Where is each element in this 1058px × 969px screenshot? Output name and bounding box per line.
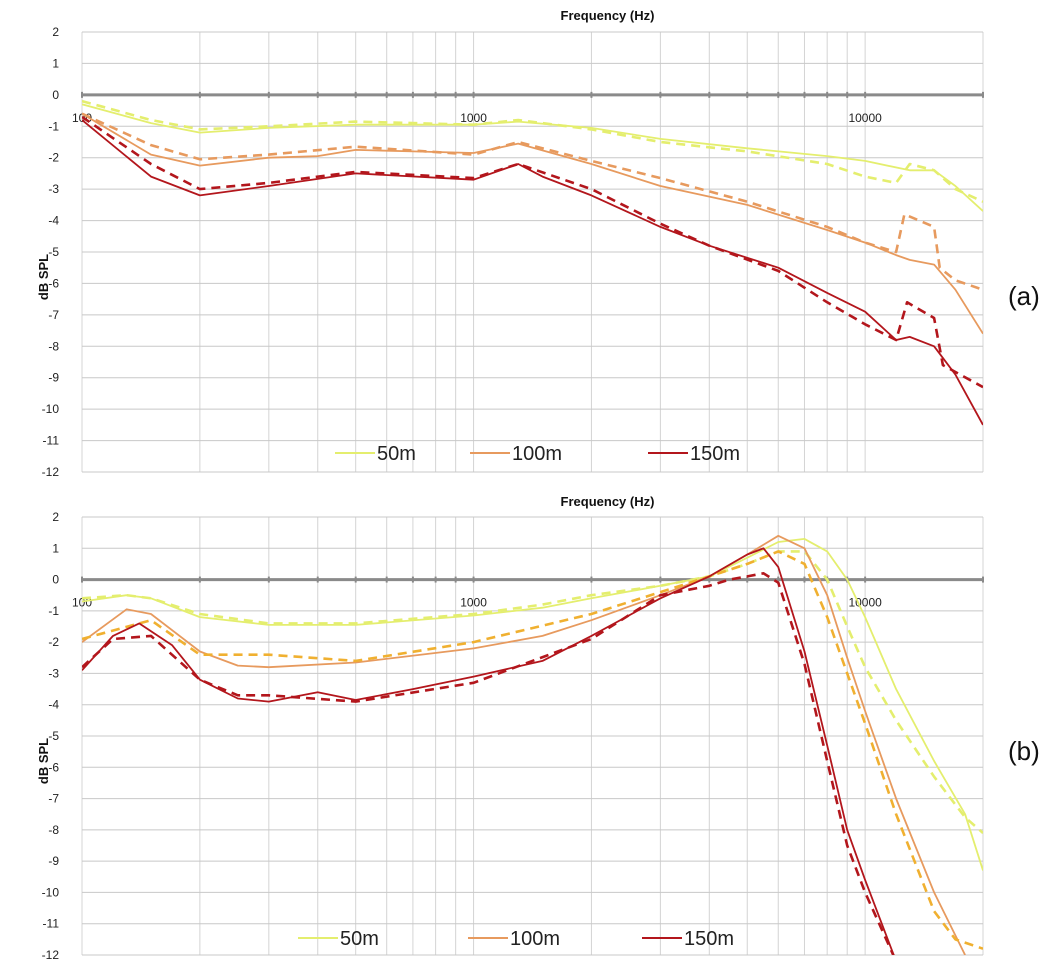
legend-label-150m: 150m <box>690 443 740 465</box>
y-tick-label: -2 <box>48 151 59 165</box>
chart-title: Frequency (Hz) <box>561 494 655 509</box>
y-tick-label: -12 <box>42 948 60 962</box>
y-tick-label: 0 <box>52 573 59 587</box>
y-tick-label: -5 <box>48 729 59 743</box>
y-tick-label: -4 <box>48 698 59 712</box>
series-line-100m-dashed <box>82 550 983 950</box>
y-tick-label: -10 <box>42 885 60 899</box>
series-line-150m-solid <box>82 119 983 426</box>
y-tick-label: -11 <box>43 917 60 931</box>
y-tick-label: -5 <box>48 245 59 259</box>
series-group <box>82 534 983 955</box>
y-tick-label: -1 <box>48 119 59 133</box>
y-tick-label: -4 <box>48 214 59 228</box>
panel-label: (a) <box>1008 281 1040 311</box>
legend-label-50m: 50m <box>340 928 379 950</box>
series-line-50m-solid <box>82 103 983 212</box>
x-tick-label: 1000 <box>460 596 487 610</box>
y-tick-label: 2 <box>52 510 59 524</box>
series-line-100m-dashed <box>82 112 983 291</box>
y-tick-label: -9 <box>48 371 59 385</box>
series-line-150m-dashed <box>82 115 983 389</box>
x-tick-label: 10000 <box>848 596 882 610</box>
y-tick-label: -1 <box>48 604 59 618</box>
series-line-50m-dashed <box>82 99 983 203</box>
y-tick-label: -7 <box>48 308 59 322</box>
legend-label-100m: 100m <box>512 443 562 465</box>
y-tick-label: 0 <box>52 88 59 102</box>
y-tick-label: -11 <box>43 434 60 448</box>
y-tick-label: -8 <box>48 823 59 837</box>
y-tick-label: -12 <box>42 465 60 479</box>
y-tick-label: 1 <box>52 541 59 555</box>
y-tick-label: -3 <box>48 666 59 680</box>
x-tick-label: 1000 <box>460 111 487 125</box>
y-tick-label: -7 <box>48 792 59 806</box>
series-line-150m-solid <box>82 547 895 955</box>
y-tick-label: -9 <box>48 854 59 868</box>
y-tick-label: -10 <box>42 402 60 416</box>
y-axis-label: dB SPL <box>36 738 51 784</box>
series-line-100m-solid <box>82 112 983 335</box>
panel-label: (b) <box>1008 736 1040 766</box>
legend-label-50m: 50m <box>377 443 416 465</box>
series-group <box>82 99 983 426</box>
y-tick-label: 2 <box>52 25 59 39</box>
y-tick-label: 1 <box>52 56 59 70</box>
series-line-50m-dashed <box>82 550 983 834</box>
legend-label-150m: 150m <box>684 928 734 950</box>
y-tick-label: -6 <box>48 276 59 290</box>
y-tick-label: -6 <box>48 760 59 774</box>
y-tick-label: -2 <box>48 635 59 649</box>
legend-label-100m: 100m <box>510 928 560 950</box>
series-line-150m-dashed <box>82 571 895 955</box>
y-tick-label: -3 <box>48 182 59 196</box>
y-axis-label: dB SPL <box>36 254 51 300</box>
x-tick-label: 10000 <box>848 111 882 125</box>
chart-title: Frequency (Hz) <box>561 8 655 23</box>
y-tick-label: -8 <box>48 339 59 353</box>
